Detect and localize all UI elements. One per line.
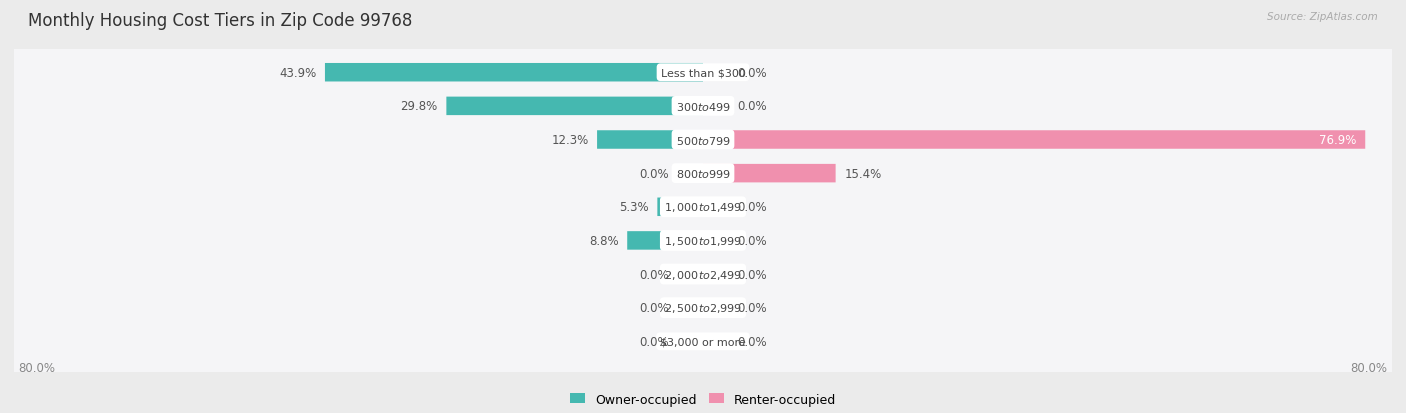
- Text: $500 to $799: $500 to $799: [675, 134, 731, 146]
- FancyBboxPatch shape: [703, 131, 1365, 150]
- Text: $2,500 to $2,999: $2,500 to $2,999: [664, 301, 742, 314]
- Text: 0.0%: 0.0%: [738, 335, 768, 348]
- FancyBboxPatch shape: [11, 275, 1395, 341]
- Text: 0.0%: 0.0%: [738, 66, 768, 80]
- FancyBboxPatch shape: [627, 232, 703, 250]
- Text: $800 to $999: $800 to $999: [675, 168, 731, 180]
- Text: 0.0%: 0.0%: [638, 335, 669, 348]
- Text: Less than $300: Less than $300: [661, 68, 745, 78]
- Text: 76.9%: 76.9%: [1319, 134, 1357, 147]
- Text: 0.0%: 0.0%: [738, 201, 768, 214]
- Text: 80.0%: 80.0%: [1351, 361, 1388, 374]
- Text: 0.0%: 0.0%: [638, 301, 669, 314]
- Text: 15.4%: 15.4%: [844, 167, 882, 180]
- Legend: Owner-occupied, Renter-occupied: Owner-occupied, Renter-occupied: [565, 388, 841, 411]
- FancyBboxPatch shape: [11, 241, 1395, 308]
- Text: 5.3%: 5.3%: [619, 201, 648, 214]
- Text: $2,000 to $2,499: $2,000 to $2,499: [664, 268, 742, 281]
- Text: $300 to $499: $300 to $499: [675, 101, 731, 113]
- FancyBboxPatch shape: [325, 64, 703, 82]
- Text: Source: ZipAtlas.com: Source: ZipAtlas.com: [1267, 12, 1378, 22]
- FancyBboxPatch shape: [703, 164, 835, 183]
- FancyBboxPatch shape: [11, 107, 1395, 173]
- Text: $1,500 to $1,999: $1,500 to $1,999: [664, 234, 742, 247]
- Text: 0.0%: 0.0%: [738, 301, 768, 314]
- FancyBboxPatch shape: [598, 131, 703, 150]
- FancyBboxPatch shape: [11, 140, 1395, 207]
- FancyBboxPatch shape: [11, 40, 1395, 107]
- Text: 0.0%: 0.0%: [638, 167, 669, 180]
- FancyBboxPatch shape: [658, 198, 703, 216]
- FancyBboxPatch shape: [446, 97, 703, 116]
- Text: 0.0%: 0.0%: [738, 100, 768, 113]
- Text: Monthly Housing Cost Tiers in Zip Code 99768: Monthly Housing Cost Tiers in Zip Code 9…: [28, 12, 412, 30]
- Text: 29.8%: 29.8%: [401, 100, 437, 113]
- Text: 0.0%: 0.0%: [638, 268, 669, 281]
- Text: 12.3%: 12.3%: [551, 134, 589, 147]
- Text: 8.8%: 8.8%: [589, 234, 619, 247]
- Text: 0.0%: 0.0%: [738, 268, 768, 281]
- FancyBboxPatch shape: [11, 174, 1395, 241]
- FancyBboxPatch shape: [11, 207, 1395, 274]
- Text: 80.0%: 80.0%: [18, 361, 55, 374]
- FancyBboxPatch shape: [11, 308, 1395, 375]
- Text: $1,000 to $1,499: $1,000 to $1,499: [664, 201, 742, 214]
- Text: 43.9%: 43.9%: [278, 66, 316, 80]
- Text: $3,000 or more: $3,000 or more: [661, 337, 745, 347]
- FancyBboxPatch shape: [11, 73, 1395, 140]
- Text: 0.0%: 0.0%: [738, 234, 768, 247]
